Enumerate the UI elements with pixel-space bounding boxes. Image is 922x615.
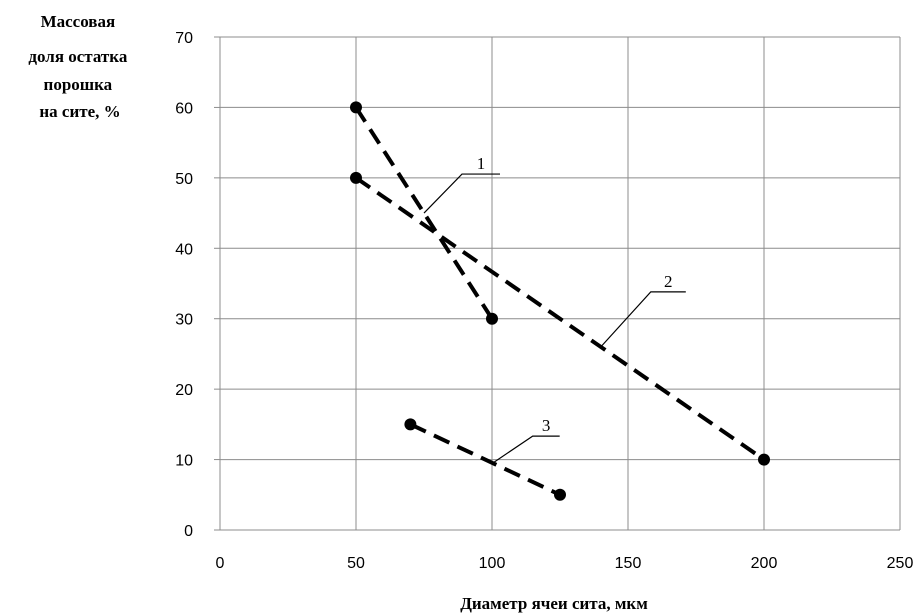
x-axis-title: Диаметр ячеи сита, мкм xyxy=(460,594,648,613)
callout-leader xyxy=(492,435,560,464)
y-axis-title-line: порошка xyxy=(44,75,113,94)
series-callouts: 1 2 3 xyxy=(423,154,686,464)
x-tick-label: 150 xyxy=(615,555,642,572)
x-tick-label: 100 xyxy=(479,555,506,572)
series-label: 2 xyxy=(664,272,673,291)
series-lines xyxy=(350,101,770,501)
data-point xyxy=(350,101,362,114)
series-label: 1 xyxy=(477,154,486,173)
y-tick-label: 60 xyxy=(175,100,193,117)
y-tick-label: 50 xyxy=(175,171,193,188)
y-axis-title-line: Массовая xyxy=(41,12,116,31)
grid-lines xyxy=(214,36,901,531)
y-tick-label: 30 xyxy=(175,312,193,329)
y-axis-title: Массовая доля остатка порошка на сите, % xyxy=(28,12,131,121)
x-tick-label: 50 xyxy=(347,555,365,572)
y-tick-label: 10 xyxy=(175,453,193,470)
y-axis-title-line: на сите, % xyxy=(39,102,120,121)
y-tick-label: 0 xyxy=(184,523,193,540)
callout-leader xyxy=(600,291,686,348)
data-point xyxy=(486,312,498,325)
series-line xyxy=(409,422,561,497)
y-tick-label: 20 xyxy=(175,382,193,399)
y-tick-labels: 0 10 20 30 40 50 60 70 xyxy=(175,30,193,540)
y-tick-label: 40 xyxy=(175,241,193,258)
x-tick-labels: 0 50 100 150 200 250 xyxy=(216,555,914,572)
data-point xyxy=(758,453,770,466)
y-axis-title-line: доля остатка xyxy=(28,47,127,66)
y-tick-label: 70 xyxy=(175,30,193,47)
data-point xyxy=(404,418,417,431)
series-line xyxy=(354,106,494,320)
callout-leader xyxy=(423,173,500,214)
data-point xyxy=(350,171,362,184)
data-point xyxy=(554,488,566,501)
x-tick-label: 0 xyxy=(216,555,225,572)
x-tick-label: 250 xyxy=(887,555,914,572)
series-line xyxy=(354,176,766,462)
x-tick-label: 200 xyxy=(751,555,778,572)
series-label: 3 xyxy=(542,416,551,435)
